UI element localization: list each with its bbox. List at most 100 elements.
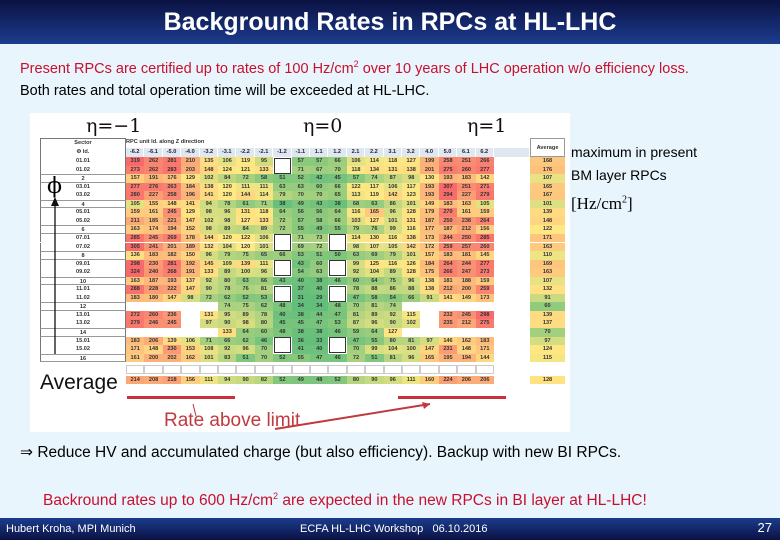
rate-cell: 33 — [310, 336, 329, 346]
rate-cell: 34 — [310, 302, 329, 311]
rate-cell: 279 — [475, 191, 494, 200]
rate-cell: 189 — [181, 242, 200, 252]
rate-cell: 101 — [383, 216, 402, 226]
sector-label: 13.02 — [40, 319, 126, 328]
rate-cell: 161 — [457, 208, 476, 217]
highlight-statement: Backround rates up to 600 Hz/cm2 are exp… — [43, 491, 647, 510]
rate-cell: 74 — [218, 302, 237, 311]
rate-cell: 145 — [475, 251, 494, 260]
rate-cell: 178 — [181, 233, 200, 243]
average-row-cell: 80 — [346, 375, 366, 385]
rate-cell: 212 — [457, 225, 476, 234]
column-header: -4.0 — [181, 147, 200, 157]
rate-cell: 64 — [236, 328, 255, 337]
rate-cell: 277 — [475, 165, 494, 175]
rate-cell: 132 — [199, 242, 218, 252]
rate-cell: 53 — [328, 319, 347, 328]
rate-cell: 131 — [199, 310, 218, 320]
rate-cell: 163 — [457, 199, 476, 209]
rate-cell: 194 — [457, 353, 476, 363]
rate-cell: 90 — [218, 319, 237, 328]
rate-cell: 260 — [457, 165, 476, 175]
rate-cell: 268 — [162, 268, 182, 277]
blank-cell — [457, 365, 476, 374]
rate-cell: 150 — [181, 251, 200, 260]
empty-cell — [126, 302, 145, 311]
empty-unit-box — [329, 234, 346, 251]
rate-cell: 44 — [310, 310, 329, 320]
conclusion-text: Reduce HV and accumulated charge (but al… — [37, 444, 622, 461]
rate-cell: 148 — [457, 345, 476, 354]
rate-cell: 53 — [254, 293, 274, 303]
rate-cell: 38 — [291, 328, 310, 337]
row-average-cell: 168 — [530, 157, 565, 166]
rate-cell: 40 — [291, 276, 310, 286]
rate-cell: 127 — [365, 216, 384, 226]
empty-cell — [199, 302, 218, 311]
rate-cell: 73 — [310, 233, 329, 243]
intro-text: Present RPCs are certified up to rates o… — [20, 60, 354, 77]
rate-cell: 116 — [346, 208, 366, 217]
rate-cell: 46 — [328, 276, 347, 286]
rate-cell: 89 — [383, 268, 402, 277]
empty-unit-box — [274, 285, 291, 302]
rate-cell: 266 — [475, 157, 494, 166]
rate-cell: 245 — [162, 208, 182, 217]
rate-cell: 59 — [346, 328, 366, 337]
average-row-cell: 218 — [162, 375, 182, 385]
rate-cell: 162 — [457, 336, 476, 346]
rate-cell: 262 — [144, 157, 163, 166]
rate-cell: 76 — [365, 225, 384, 234]
rate-cell: 48 — [273, 302, 292, 311]
row-average-cell: 176 — [530, 165, 565, 175]
rate-cell: 66 — [328, 157, 347, 166]
rate-cell: 212 — [457, 319, 476, 328]
rate-cell: 279 — [126, 319, 145, 328]
rate-cell: 244 — [438, 233, 458, 243]
rate-cell: 76 — [236, 285, 255, 294]
row-average-cell: 107 — [530, 174, 565, 183]
rate-cell: 138 — [402, 233, 421, 243]
average-row-cell: 49 — [291, 375, 310, 385]
average-row-cell: 111 — [402, 375, 421, 385]
rate-cell: 54 — [383, 293, 402, 303]
rate-cell: 247 — [457, 268, 476, 277]
rate-cell: 72 — [273, 225, 292, 234]
rate-cell: 45 — [328, 174, 347, 183]
row-average-cell: 163 — [530, 242, 565, 252]
rate-cell: 139 — [162, 336, 182, 346]
rate-cell: 116 — [383, 259, 402, 269]
rate-cell: 305 — [126, 242, 145, 252]
rate-cell: 92 — [383, 310, 402, 320]
rate-cell: 161 — [126, 353, 145, 363]
rate-cell: 245 — [162, 319, 182, 328]
rate-cell: 283 — [162, 165, 182, 175]
rate-cell: 128 — [402, 208, 421, 217]
average-row-cell: 208 — [144, 375, 163, 385]
column-header: -5.0 — [162, 147, 182, 157]
rate-cell: 81 — [365, 302, 384, 311]
rate-cell: 43 — [310, 199, 329, 209]
rate-cell: 177 — [420, 225, 439, 234]
rate-cell: 275 — [475, 319, 494, 328]
rate-cell: 171 — [475, 345, 494, 354]
limit-marker-right — [398, 396, 506, 399]
rate-cell: 258 — [162, 191, 182, 200]
rate-cell: 63 — [236, 276, 255, 286]
rate-cell: 63 — [346, 251, 366, 260]
rate-cell: 81 — [383, 353, 402, 363]
sector-label: 12 — [40, 302, 126, 311]
column-header: -3.2 — [199, 147, 218, 157]
rate-cell: 187 — [438, 225, 458, 234]
rate-cell: 235 — [438, 319, 458, 328]
rate-cell: 118 — [383, 157, 402, 166]
rate-cell: 40 — [273, 310, 292, 320]
rate-cell: 98 — [402, 174, 421, 183]
rate-cell: 138 — [420, 276, 439, 286]
empty-cell — [181, 319, 200, 328]
blank-cell — [402, 365, 421, 374]
rate-cell: 96 — [218, 208, 237, 217]
sector-label: 09.02 — [40, 268, 126, 277]
rate-cell: 38 — [310, 276, 329, 286]
rate-cell: 71 — [291, 233, 310, 243]
